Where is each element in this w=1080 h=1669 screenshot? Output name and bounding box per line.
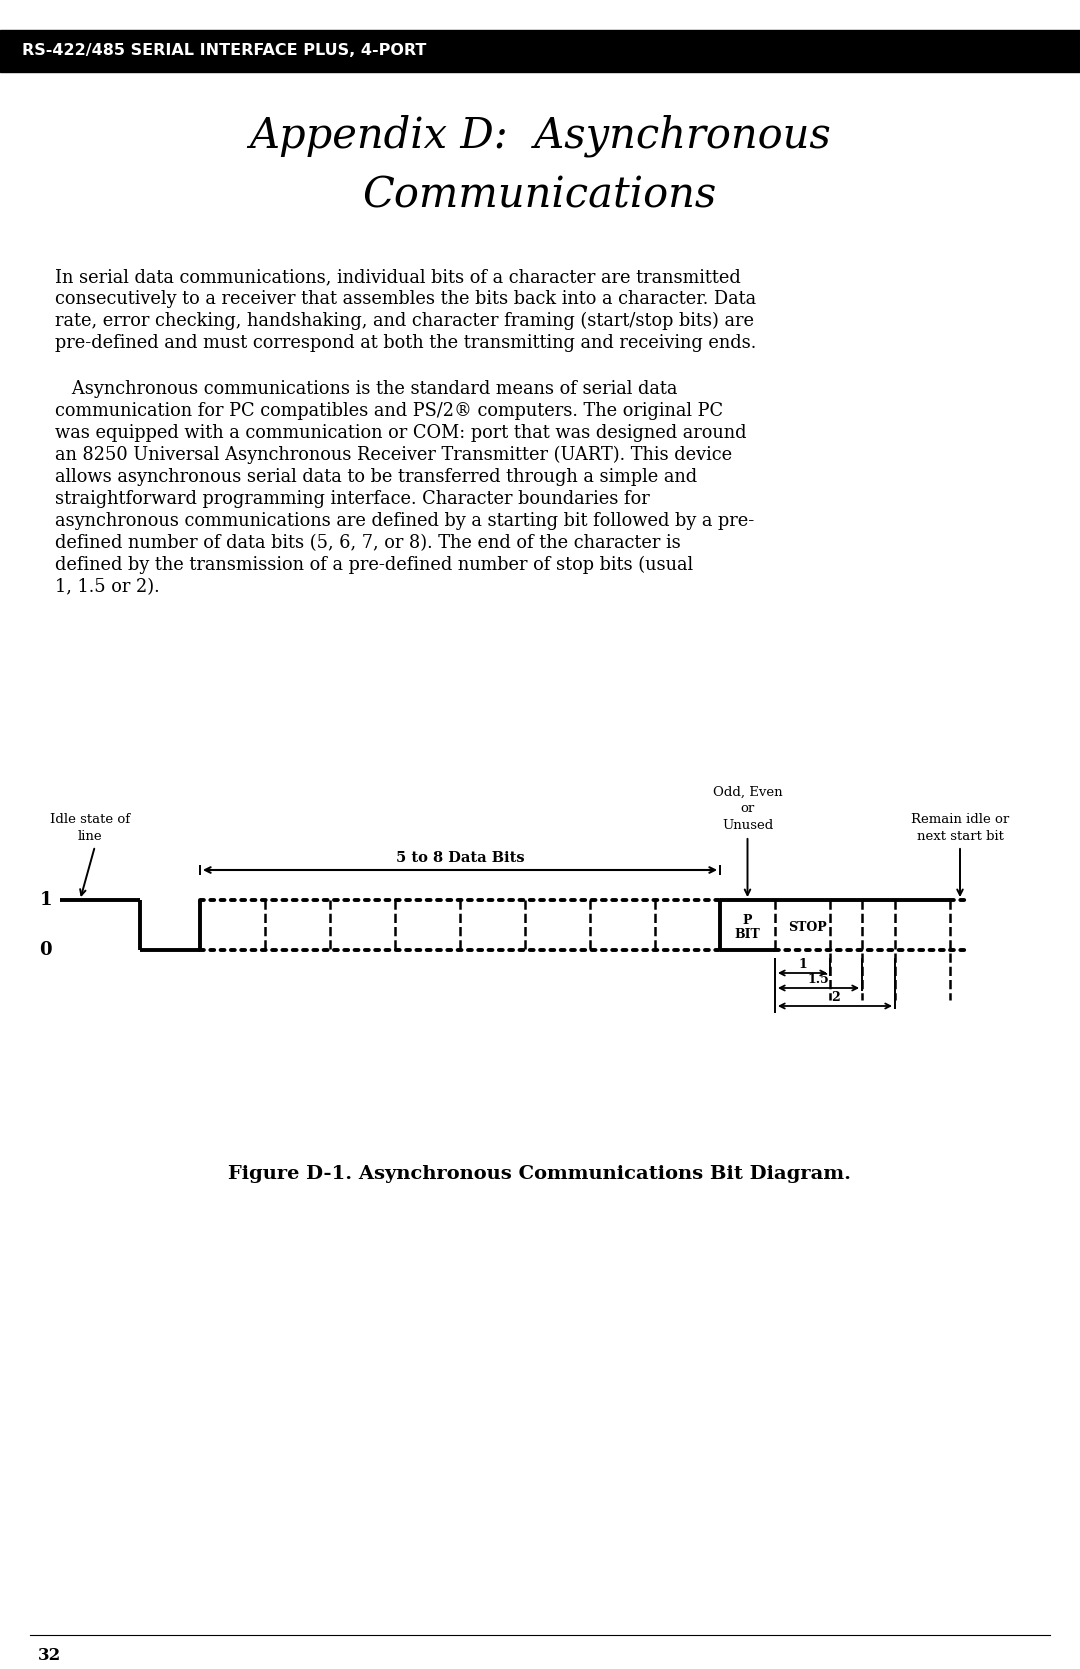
Text: In serial data communications, individual bits of a character are transmitted: In serial data communications, individua… — [55, 269, 741, 285]
Text: STOP: STOP — [788, 921, 827, 933]
Text: Asynchronous communications is the standard means of serial data: Asynchronous communications is the stand… — [55, 381, 677, 397]
Text: RS-422/485 SERIAL INTERFACE PLUS, 4-PORT: RS-422/485 SERIAL INTERFACE PLUS, 4-PORT — [22, 43, 427, 58]
Text: Idle state of
line: Idle state of line — [50, 813, 130, 843]
Text: 0: 0 — [39, 941, 52, 960]
Text: consecutively to a receiver that assembles the bits back into a character. Data: consecutively to a receiver that assembl… — [55, 290, 756, 309]
Text: rate, error checking, handshaking, and character framing (start/stop bits) are: rate, error checking, handshaking, and c… — [55, 312, 754, 330]
Text: straightforward programming interface. Character boundaries for: straightforward programming interface. C… — [55, 491, 650, 507]
Text: 32: 32 — [38, 1647, 62, 1664]
Text: Communications: Communications — [363, 175, 717, 217]
Text: communication for PC compatibles and PS/2® computers. The original PC: communication for PC compatibles and PS/… — [55, 402, 724, 421]
Text: P
BIT: P BIT — [734, 913, 760, 941]
Text: 2: 2 — [831, 991, 839, 1005]
Text: an 8250 Universal Asynchronous Receiver Transmitter (UART). This device: an 8250 Universal Asynchronous Receiver … — [55, 446, 732, 464]
Text: defined number of data bits (5, 6, 7, or 8). The end of the character is: defined number of data bits (5, 6, 7, or… — [55, 534, 680, 552]
Text: asynchronous communications are defined by a starting bit followed by a pre-: asynchronous communications are defined … — [55, 512, 754, 531]
Text: 1, 1.5 or 2).: 1, 1.5 or 2). — [55, 577, 160, 596]
Text: Figure D-1. Asynchronous Communications Bit Diagram.: Figure D-1. Asynchronous Communications … — [229, 1165, 851, 1183]
Text: Appendix D:  Asynchronous: Appendix D: Asynchronous — [249, 115, 831, 157]
Text: 1: 1 — [40, 891, 52, 910]
Text: Remain idle or
next start bit: Remain idle or next start bit — [910, 813, 1009, 843]
Text: pre-defined and must correspond at both the transmitting and receiving ends.: pre-defined and must correspond at both … — [55, 334, 756, 352]
Text: 1: 1 — [798, 958, 807, 971]
Text: was equipped with a communication or COM: port that was designed around: was equipped with a communication or COM… — [55, 424, 746, 442]
Text: defined by the transmission of a pre-defined number of stop bits (usual: defined by the transmission of a pre-def… — [55, 556, 693, 574]
Text: Odd, Even
or
Unused: Odd, Even or Unused — [713, 786, 782, 833]
Bar — [0, 30, 1080, 72]
Text: 1.5: 1.5 — [808, 973, 829, 986]
Text: 5 to 8 Data Bits: 5 to 8 Data Bits — [395, 851, 524, 865]
Text: allows asynchronous serial data to be transferred through a simple and: allows asynchronous serial data to be tr… — [55, 467, 697, 486]
